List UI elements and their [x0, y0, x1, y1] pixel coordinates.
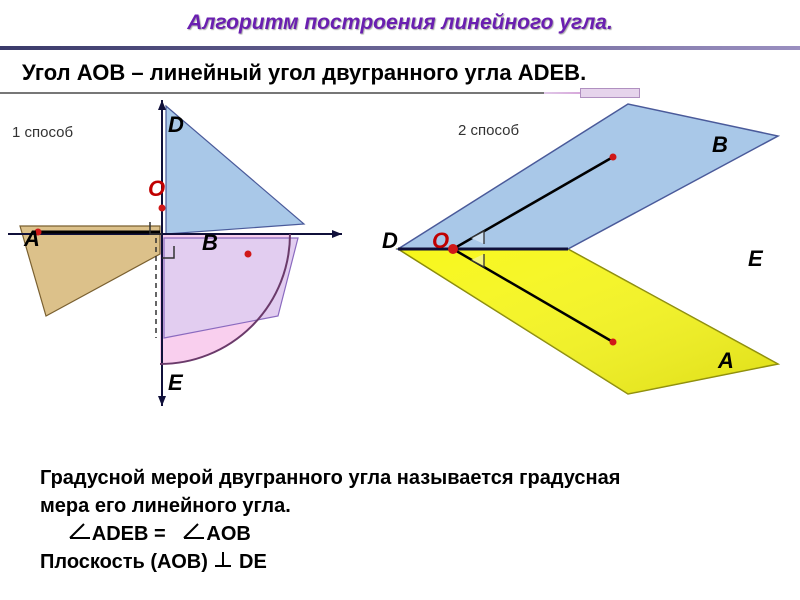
d1-arrow-x [332, 230, 342, 238]
d1-label-D: D [168, 112, 184, 138]
d1-face-blue [166, 106, 304, 234]
d2-label-D: D [382, 228, 398, 254]
d2-dot-A [610, 339, 617, 346]
d1-arrow-down [158, 396, 166, 406]
footer-line3b: AOB [206, 523, 250, 545]
d2-label-B: B [712, 132, 728, 158]
title-bar: Алгоритм построения линейного угла. [0, 0, 800, 50]
d2-label-A: A [718, 348, 734, 374]
d1-label-O: O [148, 176, 165, 202]
page-title: Алгоритм построения линейного угла. [187, 11, 613, 35]
angle-icon [68, 526, 92, 540]
d1-dot-B [245, 251, 252, 258]
diagram-area: 1 способ 2 способ D O A [0, 94, 800, 414]
footer-text: Градусной мерой двугранного угла называе… [40, 464, 780, 576]
d1-label-A: A [24, 226, 40, 252]
d1-face-tan [20, 226, 160, 316]
d1-label-B: B [202, 230, 218, 256]
d1-dot-O [159, 205, 166, 212]
subtitle: Угол АОВ – линейный угол двугранного угл… [22, 60, 778, 86]
footer-line4b: DE [239, 551, 267, 573]
diagram1-svg [0, 94, 350, 414]
footer-line2: мера его линейного угла. [40, 492, 780, 520]
d2-label-E: E [748, 246, 763, 272]
d2-dot-O [448, 244, 458, 254]
d2-face-blue [398, 104, 778, 249]
footer-line3a: ADEB = [92, 523, 166, 545]
d1-label-E: E [168, 370, 183, 396]
footer-line4: Плоскость (АОВ) DE [40, 548, 780, 576]
footer-line1: Градусной мерой двугранного угла называе… [40, 464, 780, 492]
angle-icon [182, 526, 206, 540]
footer-line4a: Плоскость (АОВ) [40, 551, 208, 573]
d2-label-O: O [432, 228, 449, 254]
d1-arrow-up [158, 100, 166, 110]
footer-line3: ADEB = AOB [40, 520, 780, 548]
perpendicular-icon [213, 548, 233, 564]
d2-dot-B [610, 154, 617, 161]
